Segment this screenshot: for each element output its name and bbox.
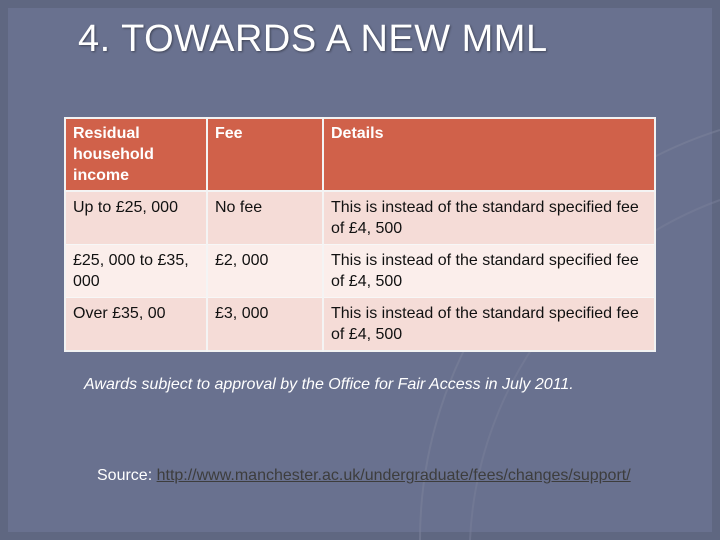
cell-income: Over £35, 00: [65, 297, 208, 352]
header-fee: Fee: [207, 118, 324, 192]
source-label: Source:: [97, 467, 157, 484]
header-income: Residual household income: [65, 118, 208, 192]
approval-note: Awards subject to approval by the Office…: [84, 376, 574, 393]
cell-income: £25, 000 to £35, 000: [65, 244, 208, 298]
source-link[interactable]: http://www.manchester.ac.uk/undergraduat…: [156, 467, 631, 484]
table-row: Up to £25, 000 No fee This is instead of…: [65, 191, 655, 245]
cell-fee: No fee: [207, 191, 324, 245]
cell-details: This is instead of the standard specifie…: [323, 297, 655, 352]
header-details: Details: [323, 118, 655, 192]
table-row: Over £35, 00 £3, 000 This is instead of …: [65, 297, 655, 352]
fees-table: Residual household income Fee Details Up…: [64, 117, 656, 352]
cell-details: This is instead of the standard specifie…: [323, 244, 655, 298]
table-row: £25, 000 to £35, 000 £2, 000 This is ins…: [65, 244, 655, 298]
table-header-row: Residual household income Fee Details: [65, 118, 655, 192]
cell-details: This is instead of the standard specifie…: [323, 191, 655, 245]
source-line: Source: http://www.manchester.ac.uk/unde…: [97, 467, 631, 485]
cell-income: Up to £25, 000: [65, 191, 208, 245]
cell-fee: £3, 000: [207, 297, 324, 352]
slide-title: 4. TOWARDS A NEW MML: [78, 18, 548, 60]
cell-fee: £2, 000: [207, 244, 324, 298]
